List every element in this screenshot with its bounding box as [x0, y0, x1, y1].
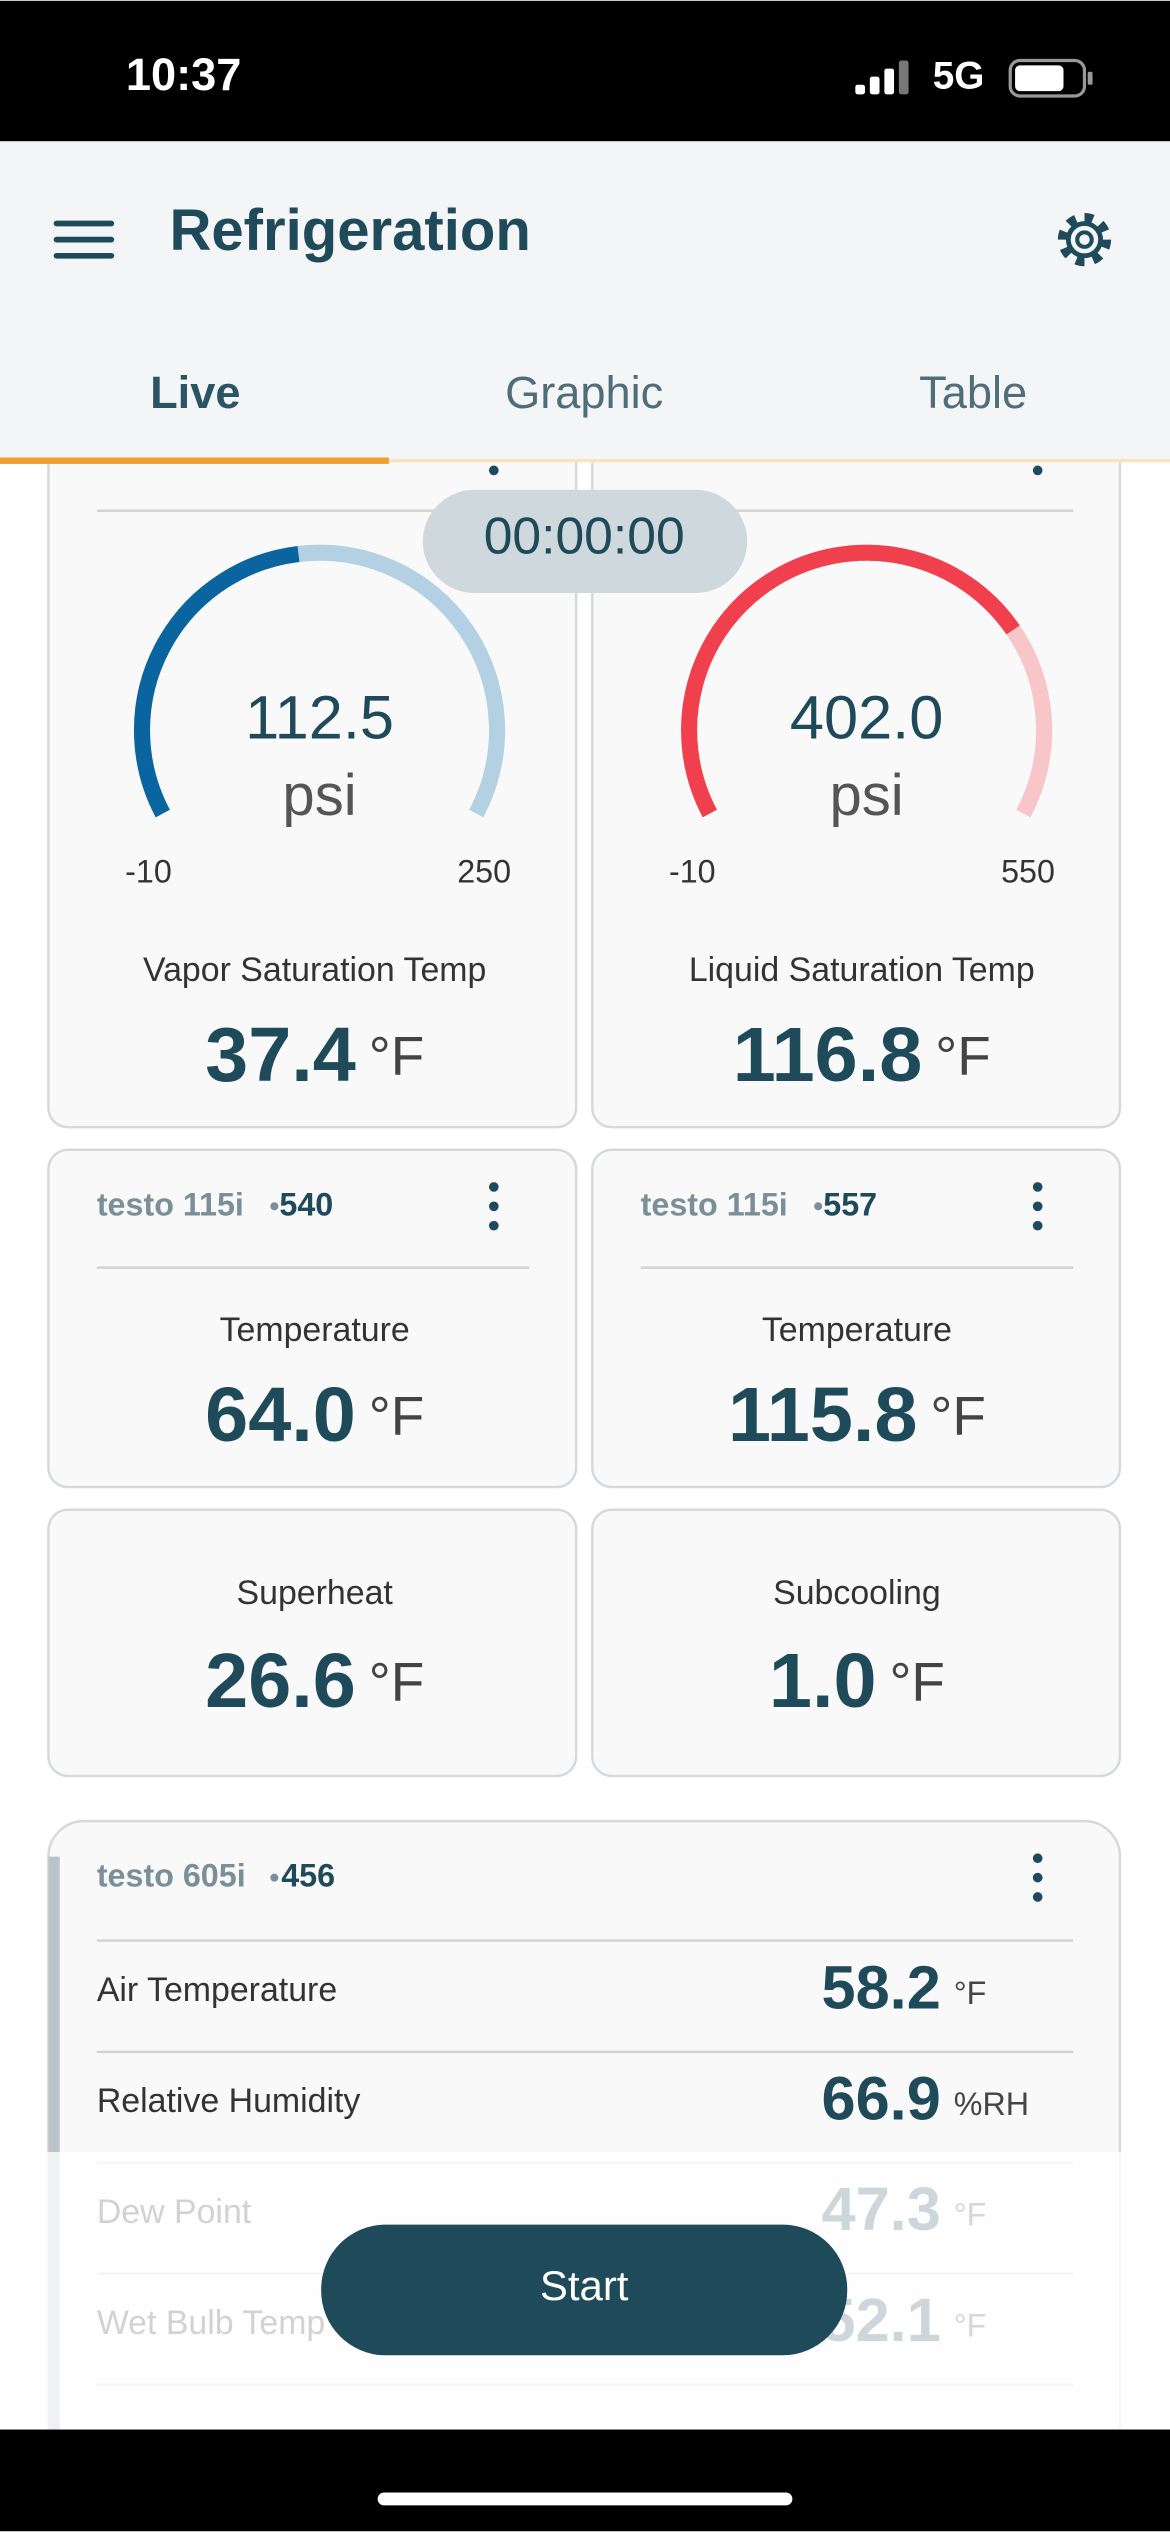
signal-bar: [855, 84, 865, 95]
row-label: Relative Humidity: [97, 2082, 361, 2120]
start-label[interactable]: Start: [540, 2262, 629, 2309]
gauge-unit: psi: [282, 763, 356, 828]
tab-indicator: [0, 457, 389, 464]
battery-level: [1015, 65, 1064, 92]
tab[interactable]: Table: [919, 367, 1027, 418]
menu-dot[interactable]: [488, 1182, 499, 1192]
signal-bar: [869, 76, 880, 95]
reading: 37.4 °F: [205, 1013, 424, 1099]
settings-icon-hole: [1075, 230, 1094, 249]
gauge-value: 112.5: [245, 682, 394, 751]
reading-value: 37.4: [205, 1013, 356, 1099]
reading: 116.8 °F: [733, 1013, 991, 1099]
reading-unit: °F: [369, 1385, 424, 1447]
menu-dot[interactable]: [1032, 1853, 1043, 1864]
reading-unit: °F: [369, 1652, 424, 1714]
gauge-min: -10: [125, 853, 172, 889]
home-indicator: [377, 2492, 793, 2506]
reading: 26.6 °F: [205, 1639, 424, 1725]
gauge-track: [297, 544, 506, 818]
reading-value: 64.0: [205, 1372, 356, 1458]
menu-dot[interactable]: [1032, 1892, 1043, 1902]
reading-label: Subcooling: [773, 1574, 941, 1612]
reading: 115.8 °F: [728, 1372, 986, 1458]
reading-label: Superheat: [237, 1574, 394, 1612]
card: [47, 1148, 578, 1489]
row-unit: %RH: [954, 2086, 1029, 2122]
separator-dot: [270, 1873, 279, 1882]
menu-dot[interactable]: [1032, 1182, 1043, 1192]
gauge-max: 550: [1001, 853, 1055, 889]
menu-dot[interactable]: [1032, 465, 1043, 476]
menu-dot[interactable]: [1032, 1872, 1043, 1883]
reading-label: Temperature: [762, 1311, 952, 1349]
row-unit: °F: [954, 1975, 987, 2011]
battery-cap: [1087, 71, 1093, 85]
gauge-value: 402.0: [790, 682, 943, 751]
start-button[interactable]: [321, 2224, 848, 2356]
reading-label: Vapor Saturation Temp: [143, 951, 486, 989]
reading-label: Liquid Saturation Temp: [689, 951, 1035, 989]
settings-icon[interactable]: [1057, 212, 1112, 267]
reading-unit: °F: [369, 1026, 424, 1088]
gauge-max: 250: [457, 853, 511, 889]
reading: 1.0 °F: [769, 1639, 945, 1725]
reading-label: Temperature: [220, 1311, 410, 1349]
menu-dot[interactable]: [488, 1220, 499, 1231]
status-time: 10:37: [126, 49, 242, 100]
gauge-unit: psi: [829, 763, 903, 828]
device-name: testo 605i: [97, 1857, 246, 1893]
row-value: 66.9: [821, 2063, 940, 2132]
status-network: 5G: [933, 54, 985, 97]
reading-unit: °F: [935, 1026, 990, 1088]
gauge-fill: [133, 545, 300, 818]
menu-dot[interactable]: [1032, 1201, 1043, 1212]
device-id: 540: [279, 1186, 333, 1222]
device-id: 557: [823, 1186, 877, 1222]
header-title: Refrigeration: [169, 198, 530, 263]
reading-value: 115.8: [728, 1372, 918, 1458]
battery: [1008, 58, 1087, 98]
signal-bar: [884, 68, 895, 95]
tab[interactable]: Live: [150, 367, 240, 418]
tab[interactable]: Graphic: [505, 367, 663, 418]
device-title: testo 115i 540: [97, 1186, 333, 1222]
card: [591, 1508, 1122, 1778]
reading: 64.0 °F: [205, 1372, 424, 1458]
gauge-fill: [681, 544, 1020, 818]
reading-unit: °F: [930, 1385, 985, 1447]
device-name: testo 115i: [97, 1186, 244, 1222]
gauge-min: -10: [669, 853, 716, 889]
status-bar: [0, 0, 1170, 142]
row-label: Air Temperature: [97, 1971, 337, 2009]
signal-bar: [898, 60, 909, 95]
timer-pill: [422, 489, 748, 594]
device-id: 456: [281, 1857, 335, 1893]
timer: 00:00:00: [484, 506, 685, 564]
device-name: testo 115i: [641, 1186, 788, 1222]
separator-dot: [814, 1202, 823, 1211]
menu-dot[interactable]: [1032, 1220, 1043, 1231]
settings-icon-ring: [1065, 221, 1104, 259]
tab-track: [0, 459, 1170, 463]
reading-unit: °F: [889, 1652, 944, 1714]
menu-dot[interactable]: [488, 465, 499, 476]
separator-dot: [270, 1202, 279, 1211]
reading-value: 1.0: [769, 1639, 877, 1725]
header-bg: [0, 141, 1170, 461]
gauge-track: [1006, 625, 1053, 818]
device-title: testo 605i 456: [97, 1857, 335, 1893]
card: [47, 1508, 578, 1778]
menu-dot[interactable]: [488, 1201, 499, 1212]
reading-value: 26.6: [205, 1639, 356, 1725]
reading-value: 116.8: [733, 1013, 923, 1099]
card: [591, 1148, 1122, 1489]
row-value: 58.2: [821, 1952, 940, 2021]
device-title: testo 115i 557: [641, 1186, 877, 1222]
home-bar-bg: [0, 2429, 1170, 2532]
